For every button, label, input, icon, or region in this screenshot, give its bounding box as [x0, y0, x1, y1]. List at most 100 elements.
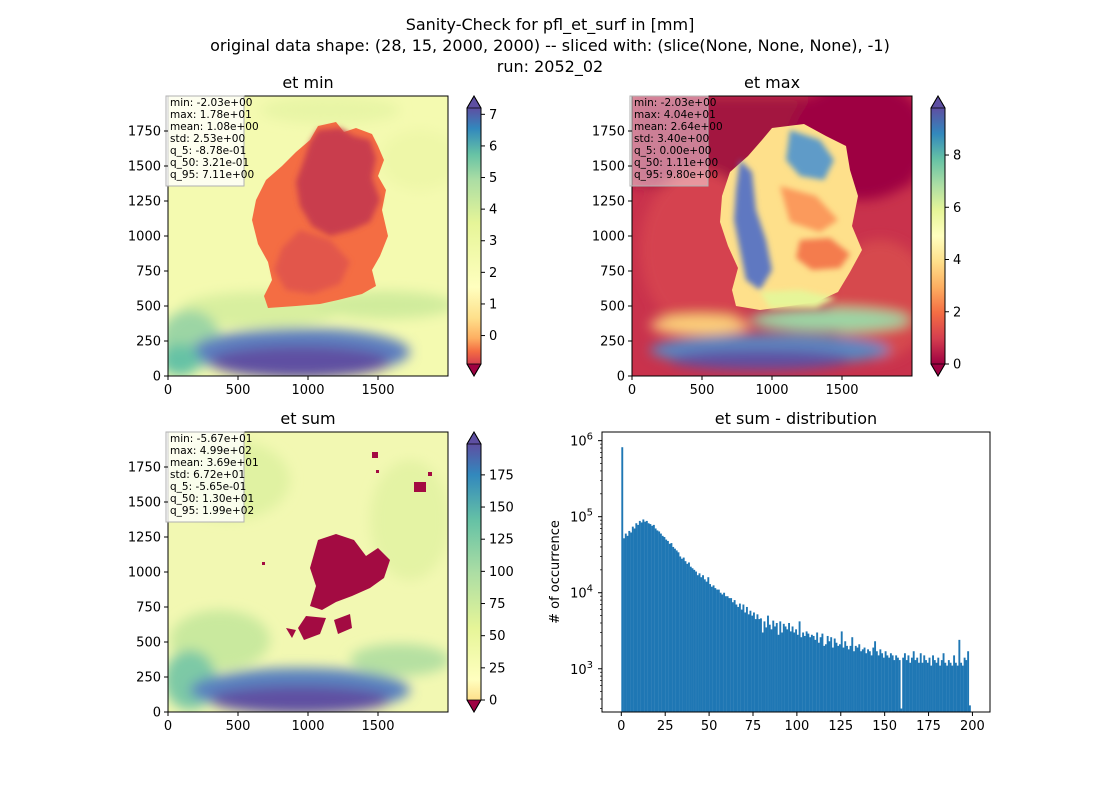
histogram-bar	[654, 528, 657, 712]
y-tick-label: 250	[136, 335, 161, 350]
histogram-bar	[877, 655, 880, 712]
histogram-bar	[898, 660, 901, 712]
histogram-bar	[860, 651, 862, 712]
histogram-bar	[895, 655, 898, 712]
histogram-bar	[886, 655, 889, 712]
histogram-bar	[918, 662, 920, 712]
histogram-bar	[937, 657, 940, 712]
x-tick-label: 1500	[825, 383, 858, 398]
colorbar-tick-label: 100	[489, 565, 514, 580]
stat-line: q_50: 3.21e-01	[170, 157, 249, 169]
panel-title-distribution: et sum - distribution	[715, 409, 877, 428]
histogram-bar	[953, 655, 956, 712]
histogram-bar	[633, 528, 636, 712]
histogram-bar	[754, 619, 757, 712]
histogram-bar	[628, 530, 631, 712]
histogram-bar	[767, 615, 769, 712]
y-tick-label: 1250	[128, 195, 161, 210]
histogram-bar	[779, 621, 782, 712]
histogram-bar	[703, 579, 706, 712]
histogram-bar	[624, 533, 627, 712]
histogram-bar	[809, 637, 812, 712]
stat-line: mean: 1.08e+00	[170, 121, 259, 133]
histogram-bar	[816, 632, 819, 712]
histogram-bar	[747, 614, 750, 712]
histogram-bar	[919, 653, 922, 712]
histogram-bar	[644, 521, 647, 712]
histogram-bar	[626, 535, 629, 712]
colorbar-tick-label: 150	[489, 501, 514, 516]
colorbar-tick-label: 4	[489, 203, 497, 218]
histogram-bar	[738, 603, 741, 712]
histogram-bar	[791, 626, 794, 712]
histogram-bar	[665, 539, 668, 712]
histogram-bar	[724, 596, 727, 712]
histogram-bar	[828, 641, 831, 712]
histogram-bar	[726, 596, 729, 712]
histogram-bar	[909, 662, 912, 712]
histogram-bar	[882, 657, 885, 712]
histogram-bar	[663, 537, 666, 712]
histogram-bar	[967, 651, 970, 712]
histogram-bar	[910, 657, 913, 712]
colorbar-tick-label: 6	[489, 139, 497, 154]
histogram-bar	[928, 657, 931, 712]
colorbar-tick-label: 175	[489, 468, 514, 483]
y-tick-label: 250	[600, 335, 625, 350]
histogram-bar	[888, 657, 891, 712]
histogram-bar	[761, 632, 764, 712]
histogram-bar	[717, 589, 720, 712]
histogram-bar	[846, 645, 848, 712]
y-tick-label: 750	[600, 265, 625, 280]
colorbar-tick-label: 1	[489, 297, 497, 312]
histogram-bars	[621, 447, 971, 712]
stat-line: mean: 2.64e+00	[634, 121, 723, 133]
histogram-bar	[946, 665, 949, 712]
histogram-bar	[675, 550, 678, 712]
histogram-bar	[844, 641, 847, 712]
histogram-bar	[645, 520, 648, 712]
stat-line: std: 3.40e+00	[634, 133, 709, 145]
colorbar-tick-label: 25	[489, 661, 506, 676]
histogram-bar	[688, 562, 690, 712]
x-tick-label: 500	[226, 719, 251, 734]
stat-line: q_5: -5.65e-01	[170, 481, 246, 493]
histogram-axes: 0 25 50 75 100 125 150 175 200 103 104 105 106	[570, 432, 985, 734]
x-tick-label: 1000	[755, 383, 788, 398]
histogram-bar	[642, 519, 645, 712]
histogram-bar	[921, 662, 924, 712]
colorbar-tick-label: 2	[953, 305, 961, 320]
histogram-bar	[903, 653, 906, 712]
histogram-bar	[939, 665, 941, 712]
histogram-bar	[875, 651, 878, 712]
colorbar-tick-label: 50	[489, 629, 506, 644]
y-tick-label: 500	[136, 300, 161, 315]
histogram-bar	[849, 645, 852, 712]
histogram-bar	[693, 569, 696, 712]
histogram-bar	[774, 626, 776, 712]
histogram-bar	[867, 649, 870, 712]
stats-box	[629, 95, 709, 187]
histogram-bar	[798, 621, 801, 712]
histogram-bar	[905, 660, 908, 712]
histogram-bar	[740, 609, 743, 712]
histogram-bar	[879, 649, 882, 712]
histogram-bar	[621, 447, 624, 712]
colorbar-et-min: 0 1 2 3 4 5 6 7	[466, 95, 497, 377]
histogram-bar	[914, 660, 917, 712]
histogram-bar	[963, 657, 966, 712]
histogram-bar	[821, 633, 824, 712]
histogram-bar	[719, 592, 722, 712]
histogram-bar	[630, 532, 632, 712]
histogram-bar	[672, 546, 675, 712]
histogram-bar	[840, 631, 843, 712]
stats-box	[165, 95, 245, 187]
y-tick-label: 0	[617, 370, 625, 385]
histogram-bar	[812, 635, 815, 712]
y-tick-label: 103	[570, 660, 593, 678]
panel-et-max: et max min: -2.03	[592, 73, 961, 398]
y-tick-label: 750	[136, 601, 161, 616]
histogram-bar	[768, 624, 771, 712]
histogram-bar	[702, 575, 704, 712]
histogram-bar	[902, 657, 905, 712]
